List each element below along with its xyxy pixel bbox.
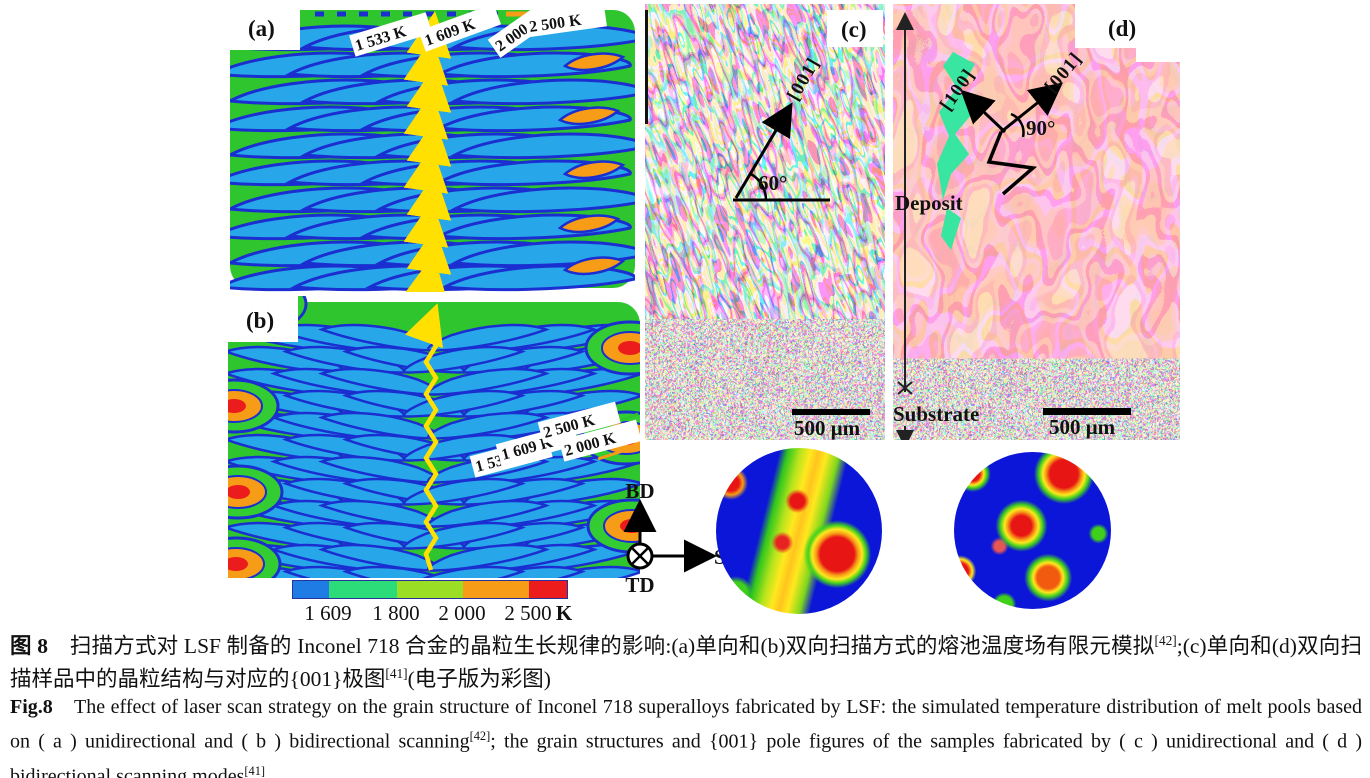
substrate-label: Substrate — [893, 402, 979, 426]
coordinate-axes: BD SD TD — [623, 479, 741, 597]
panel-d-ebsd-map: (d) Deposit Substrate [100] [001] 90° 50… — [893, 4, 1180, 440]
scan-zigzag-arrow-b — [404, 303, 443, 571]
colorbar-segment-red — [528, 581, 567, 598]
colorbar-unit: K — [555, 601, 573, 625]
panel-c-ebsd-map: 60° [001] (c) 500 μm — [645, 4, 885, 440]
angle-arc-d — [1010, 112, 1025, 138]
leader-line-orange — [597, 444, 639, 461]
td-cross-2 — [631, 547, 649, 565]
scalebar-label-d: 500 μm — [1049, 415, 1116, 439]
panel-a-label-box — [230, 4, 300, 50]
panel-c-label: (c) — [841, 17, 867, 42]
panel-c-label-box — [827, 10, 883, 47]
temperature-colorbar: 1 609 1 800 2 000 2 500 K — [292, 580, 572, 625]
colorbar-ticks: 1 609 1 800 2 000 2 500 K — [292, 599, 572, 625]
panel-d-label-box — [1075, 4, 1180, 48]
fine-grain-zone-d — [893, 366, 1180, 440]
caption-zh-ref1: [42] — [1154, 633, 1177, 648]
figure-caption: 图 8 扫描方式对 LSF 制备的 Inconel 718 合金的晶粒生长规律的… — [10, 627, 1362, 778]
caption-en-fig-label: Fig.8 — [10, 696, 53, 719]
colorbar-segment-green — [328, 581, 398, 598]
deposit-label: Deposit — [895, 191, 963, 215]
colorbar-tick-1609: 1 609 — [304, 601, 352, 625]
panel-a-melt-pool-simulation: (a) 1 533 K 1 609 K 2 000 K 2 500 K — [230, 4, 635, 292]
pole-figure-bidirectional — [954, 452, 1111, 609]
growth-direction-arrow-c — [734, 102, 793, 199]
ebsd-grain-texture-c — [645, 4, 885, 440]
caption-en-part2: ; the grain structures and {001} pole fi… — [10, 730, 1363, 778]
caption-zh-ref2: [41] — [385, 666, 408, 682]
caption-chinese: 图 8 扫描方式对 LSF 制备的 Inconel 718 合金的晶粒生长规律的… — [10, 627, 1362, 693]
angle-arc-c — [750, 172, 768, 201]
mint-grain-streak-d — [937, 52, 977, 200]
caption-zh-fig-label: 图 8 — [10, 634, 49, 659]
scalebar-c — [792, 409, 870, 415]
colorbar-segment-blue — [293, 581, 329, 598]
angle-value-d: 90° — [1026, 116, 1055, 140]
axis-break-tick-2 — [897, 381, 913, 395]
bd-axis-label: BD — [625, 479, 654, 503]
colorbar-strip — [292, 580, 568, 599]
caption-en-part1: The effect of laser scan strategy on the… — [10, 696, 1362, 753]
mint-grain-fragment-d — [941, 208, 961, 250]
angle-value-c: 60° — [758, 171, 787, 195]
direction-arrow-001 — [1000, 82, 1064, 134]
colorbar-segment-orange — [462, 581, 529, 598]
ebsd-grain-texture-d — [893, 4, 1180, 440]
caption-en-ref1: [42] — [469, 729, 491, 744]
colorbar-tick-2000: 2 000 — [438, 601, 486, 625]
scalebar-label-c: 500 μm — [794, 416, 861, 440]
panel-a-label: (a) — [248, 16, 275, 41]
caption-en-ref2: [41] — [244, 763, 266, 778]
panel-b-label: (b) — [246, 308, 274, 333]
panel-b-label-box — [228, 296, 298, 342]
direction-arrow-100 — [960, 89, 1007, 134]
scalebar-d — [1043, 408, 1131, 415]
colorbar-segment-yellowgreen — [397, 581, 463, 598]
pole-figure-unidirectional — [716, 448, 882, 614]
panel-d-label-notch — [1136, 48, 1180, 62]
colorbar-tick-2500: 2 500 — [504, 601, 552, 625]
colorbar-tick-1800: 1 800 — [372, 601, 420, 625]
caption-zh-part1: 扫描方式对 LSF 制备的 Inconel 718 合金的晶粒生长规律的影响:(… — [48, 634, 1155, 659]
panel-d-label: (d) — [1108, 16, 1136, 41]
fine-grain-zone-c — [645, 330, 885, 440]
caption-zh-part2: ;(c)单向和(d)双向扫描样品中的晶粒结构与对应的{001}极图 — [10, 634, 1362, 692]
panel-b-melt-pool-simulation: (b) 1 533 K 1 609 K 2 500 K 2 000 K — [228, 296, 640, 578]
caption-zh-part3: (电子版为彩图) — [407, 667, 551, 692]
td-axis-label: TD — [625, 573, 654, 597]
caption-english: Fig.8 The effect of laser scan strategy … — [10, 693, 1362, 778]
grain-zigzag-line-d — [986, 131, 1038, 196]
